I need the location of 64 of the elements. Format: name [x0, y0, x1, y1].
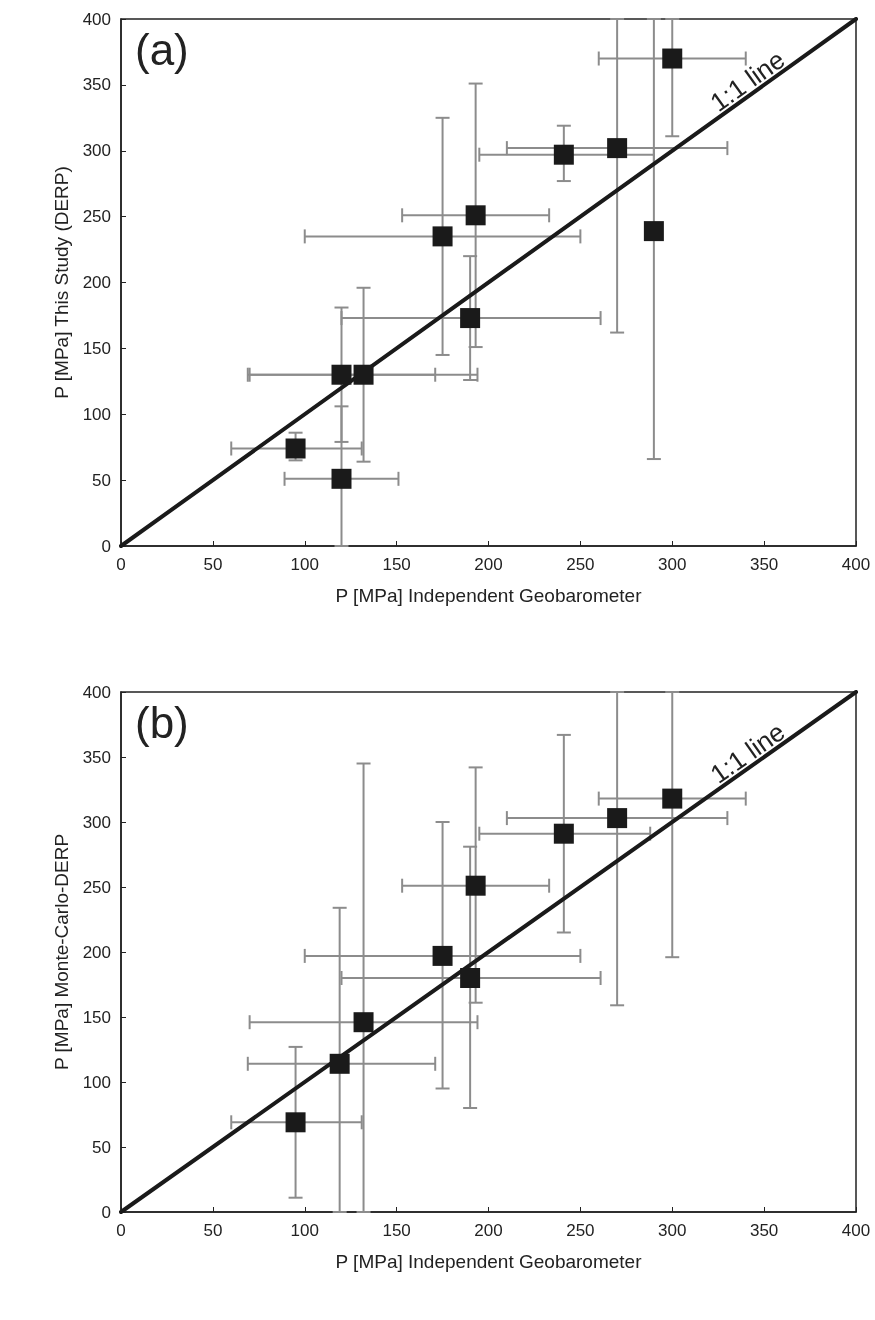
point [331, 364, 352, 385]
point [353, 1012, 374, 1033]
x-axis-title: P [MPa] Independent Geobarometer [335, 1251, 643, 1272]
point [553, 823, 574, 844]
y-tick-label: 350 [82, 747, 111, 767]
x-tick-label: 0 [116, 1221, 126, 1240]
x-tick-label: 350 [749, 1221, 779, 1240]
point [460, 968, 481, 988]
y-tick-label: 100 [82, 1072, 111, 1092]
x-tick-label: 100 [290, 1221, 319, 1240]
y-tick-label: 200 [82, 942, 111, 962]
point [432, 945, 453, 966]
point [460, 308, 481, 329]
y-axis-title: P [MPa] This Study (DERP) [51, 166, 72, 399]
y-tick-label: 350 [82, 75, 111, 95]
y-tick-label: 300 [82, 812, 111, 832]
y-tick-label: 400 [82, 9, 111, 29]
x-tick-label: 100 [290, 555, 319, 574]
x-tick-label: 150 [382, 555, 411, 574]
point [662, 788, 683, 809]
x-tick-label: 200 [474, 1221, 503, 1240]
y-tick-label: 400 [82, 682, 111, 702]
point [607, 138, 628, 159]
x-tick-label: 400 [841, 555, 871, 574]
x-tick-label: 200 [474, 555, 503, 574]
x-tick-label: 0 [116, 555, 126, 574]
y-tick-label: 250 [82, 207, 111, 227]
y-tick-label: 50 [92, 1137, 111, 1157]
annotation: (a) [135, 24, 189, 74]
y-tick-label: 200 [82, 273, 111, 292]
point [553, 144, 574, 165]
x-tick-label: 150 [382, 1221, 411, 1240]
x-tick-label: 300 [658, 555, 687, 574]
y-tick-label: 50 [92, 470, 111, 490]
y-tick-label: 0 [101, 536, 111, 556]
point [329, 1053, 350, 1074]
x-tick-label: 50 [203, 1221, 223, 1240]
x-tick-label: 400 [841, 1221, 871, 1240]
point [285, 438, 306, 459]
x-tick-label: 50 [203, 555, 223, 574]
y-tick-label: 300 [82, 141, 111, 161]
point [331, 468, 352, 489]
y-tick-label: 100 [82, 404, 111, 424]
point [465, 205, 486, 226]
y-axis-title: P [MPa] Monte-Carlo-DERP [51, 833, 72, 1071]
point [662, 48, 683, 69]
x-tick-label: 300 [658, 1221, 687, 1240]
annotation: 1:1 line [704, 716, 791, 790]
point [607, 808, 628, 829]
y-tick-label: 150 [82, 1007, 111, 1027]
annotation: (b) [135, 697, 189, 747]
x-tick-label: 250 [566, 1221, 595, 1240]
y-tick-label: 150 [82, 338, 111, 358]
point [465, 875, 486, 896]
y-tick-label: 250 [82, 877, 111, 897]
point [285, 1112, 306, 1133]
y-tick-label: 0 [101, 1202, 111, 1222]
x-axis-title: P [MPa] Independent Geobarometer [335, 585, 643, 606]
x-tick-label: 350 [749, 555, 779, 574]
point [353, 364, 374, 385]
point [643, 221, 664, 242]
x-tick-label: 250 [566, 555, 595, 574]
annotation: 1:1 line [704, 44, 791, 118]
point [432, 226, 453, 247]
